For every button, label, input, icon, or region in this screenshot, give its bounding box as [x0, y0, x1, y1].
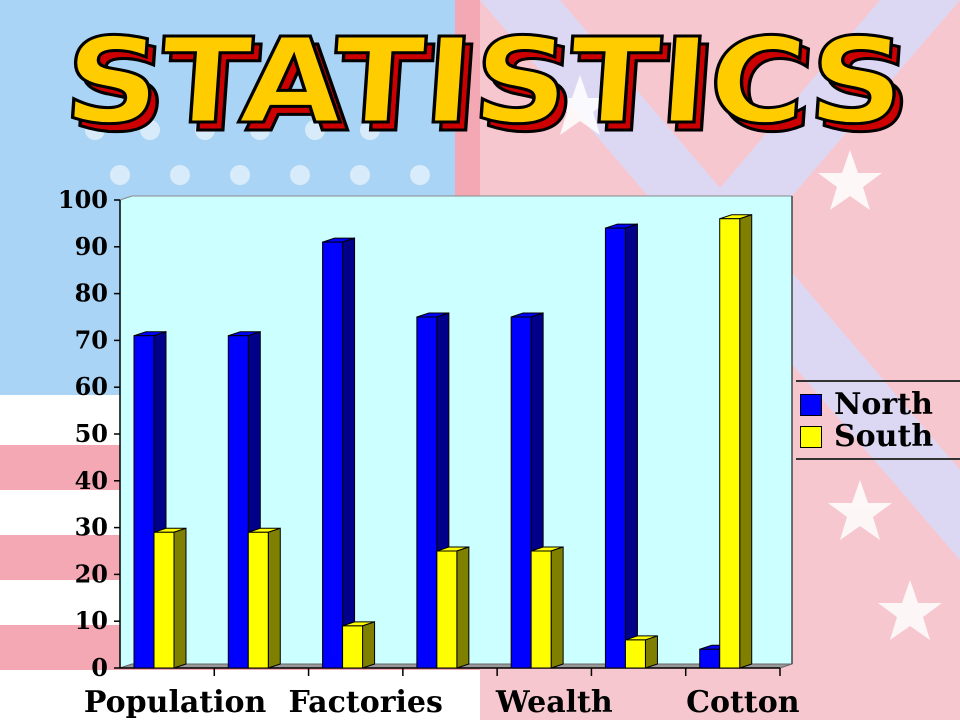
- legend-swatch-north: [800, 394, 822, 416]
- bar-north-5: [604, 223, 638, 669]
- bar-south-1: [247, 527, 281, 669]
- y-tick-label: 20: [75, 559, 108, 588]
- bar-south-5: [624, 635, 658, 669]
- x-category-label: Cotton: [686, 685, 800, 720]
- y-tick-label: 50: [75, 419, 108, 448]
- y-tick-label: 60: [75, 372, 108, 401]
- y-tick-label: 80: [75, 279, 108, 308]
- x-category-label: Population: [84, 685, 267, 720]
- legend-item-north: North: [800, 390, 933, 420]
- legend-swatch-south: [800, 426, 822, 448]
- y-tick-label: 40: [75, 466, 108, 495]
- chart-bars: [133, 214, 753, 669]
- x-category-label: Wealth: [495, 685, 613, 720]
- y-tick-label: 10: [75, 606, 108, 635]
- bar-south-2: [342, 621, 376, 669]
- y-tick-label: 30: [75, 513, 108, 542]
- y-tick-label: 100: [58, 185, 108, 214]
- chart-legend: North South: [796, 380, 960, 460]
- title-text: STATISTICS: [60, 12, 910, 146]
- title-shadow: STATISTICS: [67, 20, 917, 146]
- bar-south-4: [530, 546, 564, 669]
- page-title: STATISTICS STATISTICS: [58, 11, 918, 146]
- bar-north-2: [322, 237, 356, 669]
- bar-south-3: [436, 546, 470, 669]
- legend-label-north: North: [834, 387, 933, 422]
- y-tick-label: 70: [75, 325, 108, 354]
- chart-labels: 0 10 20 30 40 50 60 70 80 90 100 Population Factorie…: [58, 185, 800, 720]
- legend-item-south: South: [800, 422, 933, 452]
- bar-chart: 0 10 20 30 40 50 60 70 80 90 100 Population Factorie…: [58, 185, 800, 720]
- legend-label-south: South: [834, 419, 934, 454]
- y-tick-label: 90: [75, 232, 108, 261]
- x-category-label: Factories: [289, 685, 443, 720]
- bar-south-0: [153, 527, 187, 669]
- bar-south-6: [719, 214, 753, 669]
- y-tick-label: 0: [91, 653, 108, 682]
